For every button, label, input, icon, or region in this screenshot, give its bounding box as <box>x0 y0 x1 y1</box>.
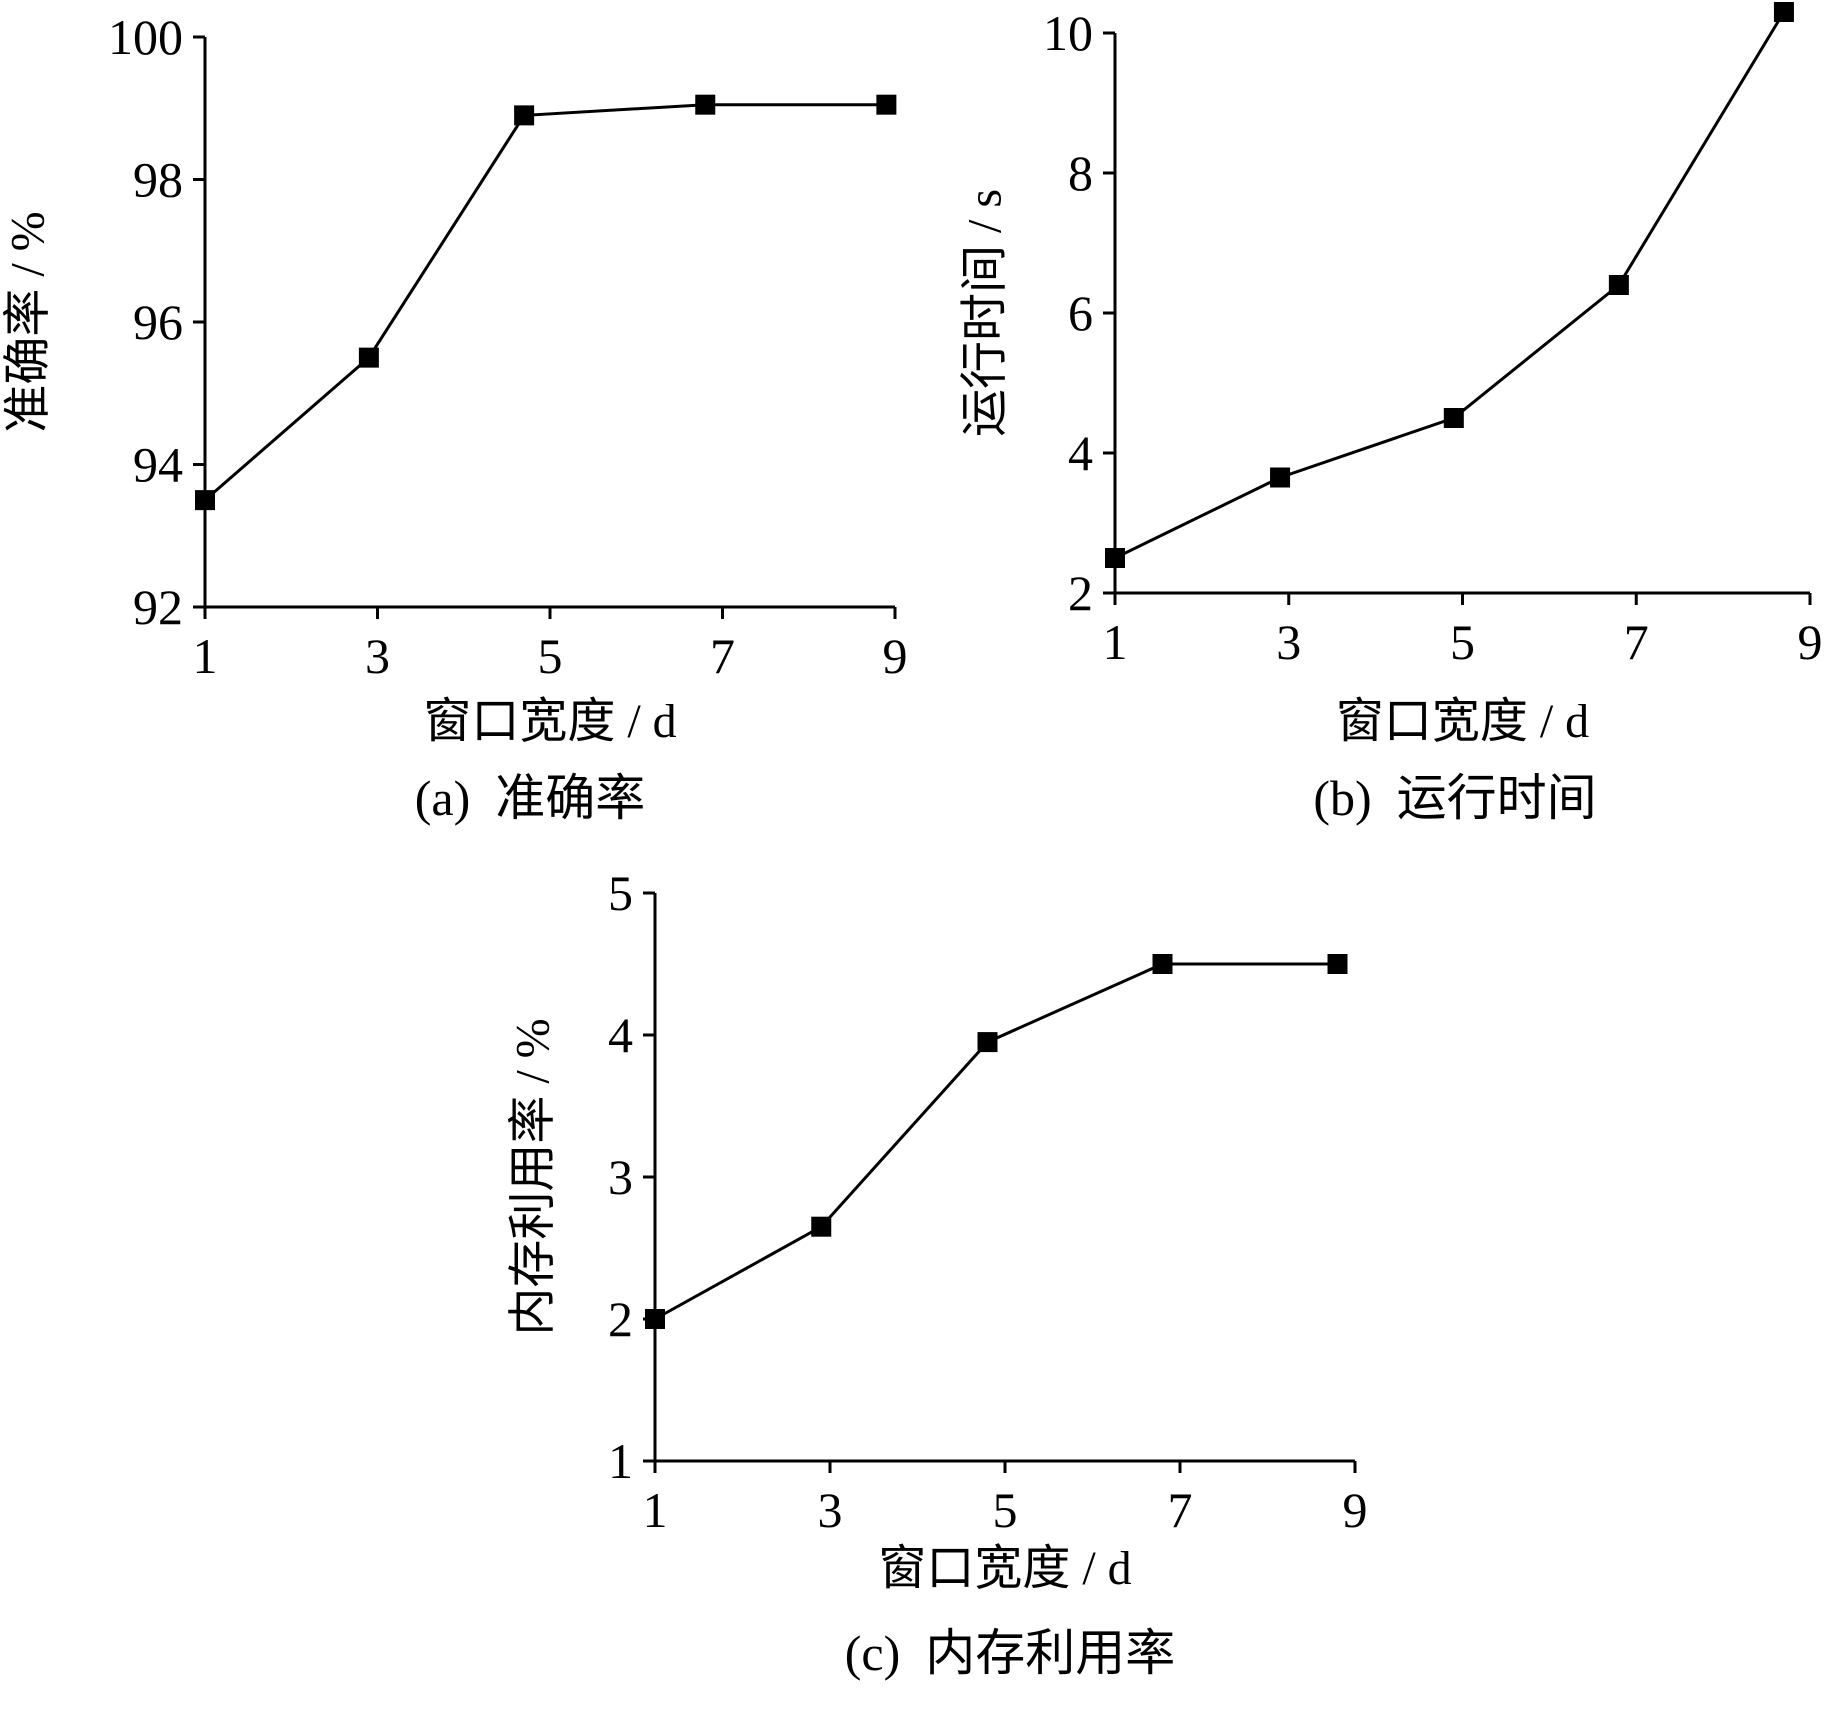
panel-b-y-tick-label: 6 <box>1068 285 1093 341</box>
panel-a-series-line <box>204 103 887 502</box>
panel-a-x-tick-label: 1 <box>193 628 218 684</box>
panel-c-memory-chart: 1 2 3 4 5 1 3 5 7 9 内存利用率 / % 窗口宽度 / d (c) 内存利用率 <box>507 865 1368 1681</box>
panel-a-y-tick-label: 100 <box>108 9 183 65</box>
panel-a-y-tick-label: 94 <box>133 437 183 493</box>
panel-c-y-tick-label: 3 <box>608 1149 633 1205</box>
panel-a-accuracy-chart: 92 94 96 98 100 1 3 5 7 9 准确率 / % 窗口宽度 / d (a) 准确率 <box>2 9 908 826</box>
panel-c-y-tick-label: 4 <box>608 1007 633 1063</box>
panel-b-y-tick-label: 10 <box>1043 5 1093 61</box>
panel-c-x-tick-label: 9 <box>1343 1482 1368 1538</box>
panel-b-x-tick-label: 5 <box>1450 614 1475 670</box>
panel-a-x-axis-title: 窗口宽度 / d <box>423 695 676 748</box>
panel-b-data-point <box>1443 408 1464 428</box>
panel-b-data-point <box>1270 467 1291 488</box>
panel-a-data-point <box>876 94 897 115</box>
panel-b-y-tick-label: 8 <box>1068 145 1093 201</box>
panel-a-x-tick-label: 3 <box>365 628 390 684</box>
panel-a-y-tick-label: 96 <box>133 294 183 350</box>
panel-c-data-point <box>1152 954 1173 974</box>
panel-b-y-axis-title: 运行时间 / s <box>959 189 1012 437</box>
panel-a-x-tick-label: 7 <box>710 628 735 684</box>
panel-b-y-tick-label: 2 <box>1068 565 1093 621</box>
panel-c-y-axis-title: 内存利用率 / % <box>507 1018 560 1335</box>
panel-a-data-point <box>358 347 379 368</box>
panel-c-y-tick-label: 5 <box>608 865 633 921</box>
panel-b-runtime-chart: 2 4 6 8 10 1 3 5 7 9 运行时间 / s 窗口宽度 / d (b) 运行时间 <box>959 2 1823 826</box>
panel-b-x-tick-label: 9 <box>1798 614 1823 670</box>
panel-c-data-point <box>1327 954 1348 974</box>
panel-c-series-line <box>654 962 1338 1321</box>
panel-a-x-tick-label: 5 <box>538 628 563 684</box>
panel-c-x-tick-label: 3 <box>818 1482 843 1538</box>
panel-b-x-axis-title: 窗口宽度 / d <box>1336 695 1589 748</box>
panel-c-y-tick-label: 1 <box>608 1433 633 1489</box>
panel-c-caption: (c) 内存利用率 <box>845 1625 1176 1681</box>
panel-a-data-point <box>695 94 716 115</box>
panel-a-x-tick-label: 9 <box>883 628 908 684</box>
panel-c-data-point <box>645 1309 665 1329</box>
panel-c-x-axis-title: 窗口宽度 / d <box>878 1542 1131 1595</box>
panel-c-x-tick-label: 1 <box>643 1482 668 1538</box>
panel-b-data-point <box>1773 2 1794 22</box>
panel-a-y-tick-label: 92 <box>133 579 183 635</box>
panel-a-data-point <box>195 490 215 511</box>
panel-a-y-axis-title: 准确率 / % <box>2 211 55 432</box>
panel-b-caption: (b) 运行时间 <box>1313 770 1596 826</box>
panel-b-data-point <box>1105 548 1125 568</box>
panel-c-x-tick-label: 5 <box>993 1482 1018 1538</box>
panel-a-data-point <box>514 105 535 126</box>
panel-c-data-point <box>977 1032 998 1053</box>
panel-b-y-tick-label: 4 <box>1068 425 1093 481</box>
panel-b-data-point <box>1608 275 1629 295</box>
panel-a-caption: (a) 准确率 <box>415 770 646 826</box>
panel-a-y-tick-label: 98 <box>133 152 183 208</box>
panel-b-x-tick-label: 3 <box>1276 614 1301 670</box>
panel-b-x-tick-label: 7 <box>1624 614 1649 670</box>
panel-c-x-tick-label: 7 <box>1168 1482 1193 1538</box>
panel-b-series-line <box>1114 11 1786 560</box>
panel-c-data-point <box>811 1216 832 1237</box>
panel-c-y-tick-label: 2 <box>608 1291 633 1347</box>
panel-b-x-tick-label: 1 <box>1103 614 1128 670</box>
